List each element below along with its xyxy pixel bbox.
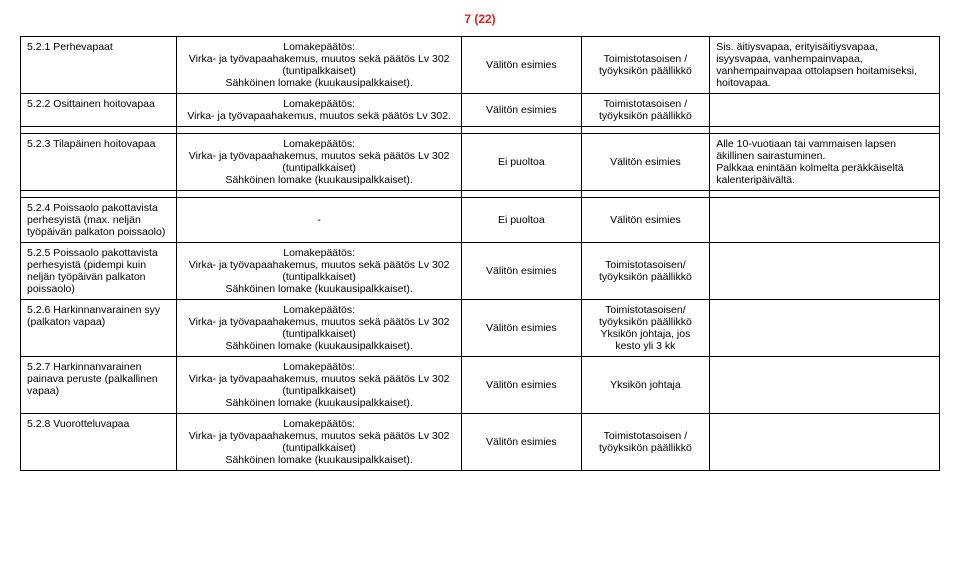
table-row: 5.2.3 Tilapäinen hoitovapaaLomakepäätös:… [21, 134, 940, 191]
table-row: 5.2.8 VuorotteluvapaaLomakepäätös:Virka-… [21, 414, 940, 471]
cell-col4: Toimistotasoisen/ työyksikön päällikköYk… [581, 300, 710, 357]
decision-table: 5.2.1 PerhevapaatLomakepäätös:Virka- ja … [20, 36, 940, 471]
cell-col5: Alle 10-vuotiaan tai vammaisen lapsen äk… [710, 134, 940, 191]
cell-form: Lomakepäätös:Virka- ja työvapaahakemus, … [177, 414, 462, 471]
cell-form: Lomakepäätös:Virka- ja työvapaahakemus, … [177, 37, 462, 94]
cell-col3: Ei puoltoa [462, 134, 581, 191]
cell-form: Lomakepäätös:Virka- ja työvapaahakemus, … [177, 243, 462, 300]
cell-col4: Yksikön johtaja [581, 357, 710, 414]
page: 7 (22) 5.2.1 PerhevapaatLomakepäätös:Vir… [0, 0, 960, 483]
cell-form: Lomakepäätös:Virka- ja työvapaahakemus, … [177, 357, 462, 414]
cell-label: 5.2.3 Tilapäinen hoitovapaa [21, 134, 177, 191]
cell-col5 [710, 243, 940, 300]
cell-col5 [710, 300, 940, 357]
cell-label: 5.2.1 Perhevapaat [21, 37, 177, 94]
spacer-row [21, 127, 940, 134]
cell-col4: Toimistotasoisen/ työyksikön päällikkö [581, 243, 710, 300]
cell-form: Lomakepäätös:Virka- ja työvapaahakemus, … [177, 300, 462, 357]
cell-label: 5.2.8 Vuorotteluvapaa [21, 414, 177, 471]
table-row: 5.2.5 Poissaolo pakottavista perhesyistä… [21, 243, 940, 300]
cell-col3: Ei puoltoa [462, 198, 581, 243]
cell-col5: Sis. äitiysvapaa, erityisäitiysvapaa, is… [710, 37, 940, 94]
spacer-row [21, 191, 940, 198]
table-row: 5.2.1 PerhevapaatLomakepäätös:Virka- ja … [21, 37, 940, 94]
cell-col3: Välitön esimies [462, 300, 581, 357]
cell-col3: Välitön esimies [462, 94, 581, 127]
table-row: 5.2.6 Harkinnanvarainen syy (palkaton va… [21, 300, 940, 357]
cell-col3: Välitön esimies [462, 243, 581, 300]
cell-col4: Välitön esimies [581, 198, 710, 243]
cell-col3: Välitön esimies [462, 357, 581, 414]
cell-label: 5.2.7 Harkinnanvarainen painava peruste … [21, 357, 177, 414]
cell-col4: Toimistotasoisen / työyksikön päällikkö [581, 414, 710, 471]
cell-col5 [710, 198, 940, 243]
cell-col5 [710, 357, 940, 414]
cell-col5 [710, 94, 940, 127]
cell-col4: Toimistotasoisen / työyksikön päällikkö [581, 37, 710, 94]
table-row: 5.2.4 Poissaolo pakottavista perhesyistä… [21, 198, 940, 243]
table-row: 5.2.2 Osittainen hoitovapaaLomakepäätös:… [21, 94, 940, 127]
cell-col3: Välitön esimies [462, 414, 581, 471]
cell-col3: Välitön esimies [462, 37, 581, 94]
cell-form: Lomakepäätös:Virka- ja työvapaahakemus, … [177, 94, 462, 127]
cell-col5 [710, 414, 940, 471]
cell-label: 5.2.2 Osittainen hoitovapaa [21, 94, 177, 127]
cell-label: 5.2.4 Poissaolo pakottavista perhesyistä… [21, 198, 177, 243]
cell-form: Lomakepäätös:Virka- ja työvapaahakemus, … [177, 134, 462, 191]
cell-label: 5.2.5 Poissaolo pakottavista perhesyistä… [21, 243, 177, 300]
table-row: 5.2.7 Harkinnanvarainen painava peruste … [21, 357, 940, 414]
cell-col4: Toimistotasoisen / työyksikön päällikkö [581, 94, 710, 127]
cell-col4: Välitön esimies [581, 134, 710, 191]
page-number: 7 (22) [20, 12, 940, 26]
cell-form: - [177, 198, 462, 243]
cell-label: 5.2.6 Harkinnanvarainen syy (palkaton va… [21, 300, 177, 357]
